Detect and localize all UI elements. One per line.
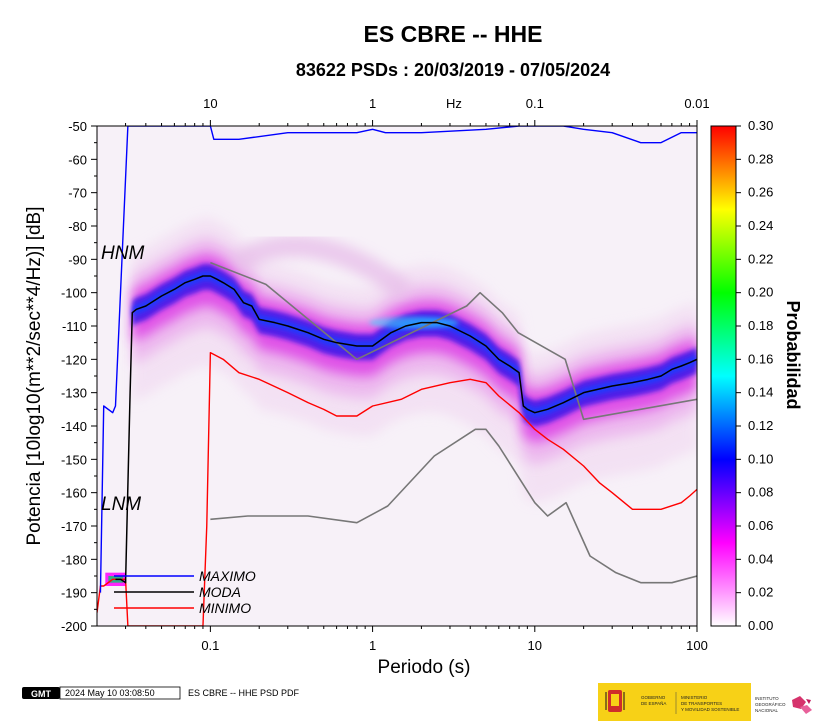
chart-subtitle: 83622 PSDs : 20/03/2019 - 07/05/2024	[296, 60, 610, 80]
top-axis-unit: Hz	[446, 96, 462, 111]
density-core	[132, 271, 697, 418]
y-tick-label: -80	[68, 219, 87, 234]
series-line-maximo	[99, 126, 697, 593]
ministry-line-1: MINISTERIO	[681, 695, 708, 700]
series-line-moda	[115, 275, 697, 584]
x-tick-label: 1	[369, 638, 376, 653]
y-tick-label: -180	[61, 552, 87, 567]
x-tick-label: 100	[686, 638, 708, 653]
colorbar-tick-label: 0.16	[748, 351, 773, 366]
top-tick-label: 0.1	[526, 96, 544, 111]
footer: GMT 2024 May 10 03:08:50 ES CBRE -- HHE …	[22, 683, 824, 721]
top-tick-label: 0.01	[684, 96, 709, 111]
x-tick-label: 10	[528, 638, 542, 653]
ign-line-1: INSTITUTO	[755, 696, 779, 701]
footer-timestamp: 2024 May 10 03:08:50	[65, 688, 155, 698]
timestamp-box	[59, 686, 181, 700]
legend-label-maximo: MAXIMO	[199, 568, 256, 584]
y-tick-label: -140	[61, 419, 87, 434]
ign-line-2: GEOGRÁFICO	[755, 701, 786, 707]
top-tick-label: 1	[369, 96, 376, 111]
y-tick-label: -70	[68, 186, 87, 201]
y-tick-label: -120	[61, 352, 87, 367]
coat-of-arms-icon	[605, 690, 625, 712]
colorbar-tick-label: 0.20	[748, 285, 773, 300]
gmt-logo	[22, 687, 60, 699]
colorbar-tick-label: 0.14	[748, 385, 773, 400]
x-axis-label: Periodo (s)	[378, 657, 471, 678]
hnm-label: HNM	[101, 243, 144, 264]
model-curve-lnm	[210, 428, 697, 584]
y-tick-label: -150	[61, 452, 87, 467]
legend: MAXIMO MODA MINIMO	[114, 568, 256, 616]
model-curve-hnm	[210, 261, 697, 421]
density-secondary-branch	[227, 235, 413, 302]
y-tick-label: -160	[61, 486, 87, 501]
colorbar-tick-label: 0.04	[748, 551, 773, 566]
ign-logo-icon	[792, 696, 812, 714]
colorbar-tick-label: 0.28	[748, 151, 773, 166]
ministry-line-3: Y MOVILIDAD SOSTENIBLE	[681, 707, 739, 712]
colorbar-tick-label: 0.06	[748, 518, 773, 533]
y-tick-label: -100	[61, 286, 87, 301]
colorbar-tick-label: 0.24	[748, 218, 773, 233]
y-axis-label: Potencia [10log10(m**2/sec**4/Hz)] [dB]	[24, 206, 45, 545]
plot-frame	[96, 125, 698, 627]
colorbar-tick-label: 0.02	[748, 585, 773, 600]
colorbar-tick-label: 0.30	[748, 118, 773, 133]
colorbar-tick-label: 0.10	[748, 451, 773, 466]
chart-title: ES CBRE -- HHE	[364, 21, 543, 47]
colorbar-tick-label: 0.00	[748, 618, 773, 633]
density-peak-highlight	[368, 316, 459, 329]
colorbar-tick-label: 0.18	[748, 318, 773, 333]
ign-line-3: NACIONAL	[755, 708, 779, 713]
colorbar-tick-label: 0.26	[748, 185, 773, 200]
gov-line-1: GOBIERNO	[641, 695, 666, 700]
y-tick-label: -50	[68, 119, 87, 134]
x-tick-label: 0.1	[201, 638, 219, 653]
y-tick-label: -110	[62, 319, 87, 334]
y-tick-label: -130	[61, 386, 87, 401]
heatmap-density	[97, 126, 697, 626]
colorbar-label: Probabilidad	[783, 300, 803, 409]
colorbar-ticks: 0.00 0.02 0.04 0.06 0.08 0.10 0.12 0.14 0.16 0.18…	[736, 118, 773, 633]
y-tick-label: -90	[68, 252, 87, 267]
colorbar-tick-label: 0.08	[748, 485, 773, 500]
legend-label-minimo: MINIMO	[199, 600, 251, 616]
series-line-minimo	[97, 351, 697, 626]
top-tick-label: 10	[203, 96, 217, 111]
ign-logo-area	[751, 683, 824, 721]
colorbar-tick-label: 0.12	[748, 418, 773, 433]
y-tick-label: -200	[61, 619, 87, 634]
colorbar-tick-label: 0.22	[748, 251, 773, 266]
y-tick-label: -60	[68, 152, 87, 167]
psd-curves	[97, 126, 697, 626]
gov-line-2: DE ESPAÑA	[641, 700, 666, 706]
gmt-logo-text: GMT	[31, 689, 51, 699]
footer-caption: ES CBRE -- HHE PSD PDF	[188, 688, 300, 698]
ministry-line-2: DE TRANSPORTES	[681, 701, 722, 706]
legend-label-moda: MODA	[199, 584, 241, 600]
y-tick-label: -170	[61, 519, 87, 534]
y-tick-label: -190	[61, 586, 87, 601]
colorbar	[710, 125, 737, 627]
lnm-label: LNM	[101, 494, 141, 515]
